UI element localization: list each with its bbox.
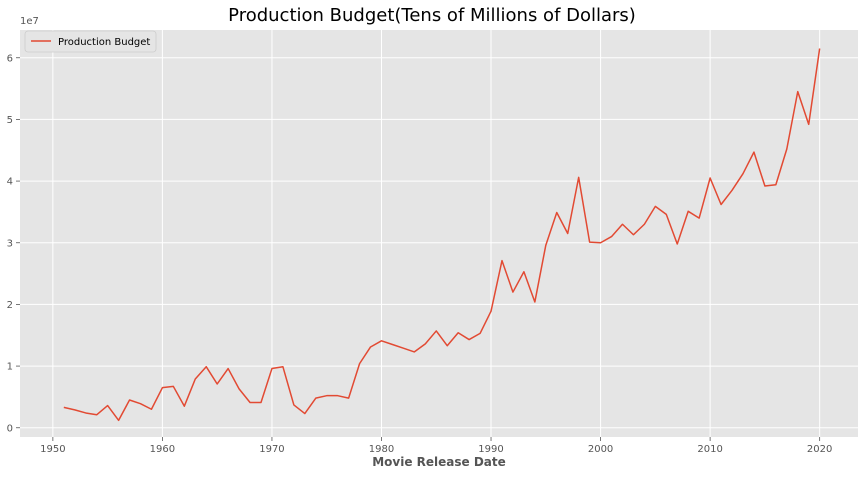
- legend-box: [24, 30, 157, 53]
- x-tick-label: 2000: [588, 444, 613, 455]
- x-tick-label: 1950: [40, 444, 65, 455]
- y-tick-label: 3: [7, 238, 13, 249]
- y-tick-label: 4: [7, 177, 13, 188]
- y-tick-label: 0: [7, 423, 13, 434]
- y-tick-label: 2: [7, 300, 13, 311]
- legend: Production Budget: [24, 30, 157, 53]
- series-line-production-budget: [63, 48, 821, 422]
- x-tick-label: 1970: [259, 444, 284, 455]
- legend-label: Production Budget: [58, 37, 150, 48]
- x-tick-label: 1960: [150, 444, 175, 455]
- y-offset-label: 1e7: [20, 16, 39, 27]
- x-axis-label: Movie Release Date: [372, 455, 506, 469]
- series-layer: [63, 48, 821, 422]
- y-tick-label: 1: [7, 362, 13, 373]
- chart-title: Production Budget(Tens of Millions of Do…: [228, 5, 636, 26]
- x-tick-label: 2010: [697, 444, 722, 455]
- y-axis-ticks: 0 1 2 3 4 5 6: [7, 53, 20, 434]
- y-tick-label: 6: [7, 53, 13, 64]
- plot-area: [20, 30, 858, 437]
- x-tick-label: 1990: [478, 444, 503, 455]
- x-axis-ticks: 1950 1960 1970 1980 1990 2000 2010 2020: [40, 437, 832, 455]
- y-tick-label: 5: [7, 115, 13, 126]
- x-tick-label: 2020: [807, 444, 832, 455]
- grid: [20, 30, 858, 437]
- x-tick-label: 1980: [369, 444, 394, 455]
